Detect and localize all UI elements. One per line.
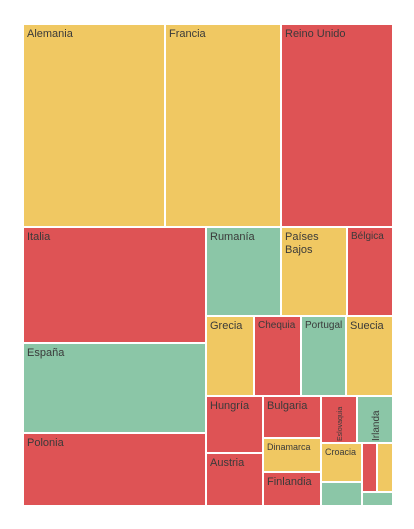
treemap-cell: Chequia bbox=[254, 316, 301, 396]
treemap-cell-label: Grecia bbox=[210, 320, 243, 332]
treemap-cell: Bulgaria bbox=[263, 396, 321, 438]
treemap-cell: Italia bbox=[23, 227, 206, 343]
treemap-cell-label: Bélgica bbox=[351, 231, 384, 242]
treemap-cell-label: Alemania bbox=[27, 28, 73, 40]
treemap-cell-label: Eslovaquia bbox=[337, 406, 344, 441]
treemap-cell-label: Hungría bbox=[210, 400, 250, 412]
treemap-cell-label: Reino Unido bbox=[285, 28, 346, 40]
treemap-cell-label: Dinamarca bbox=[267, 442, 311, 452]
treemap-cell-label: Rumanía bbox=[210, 231, 255, 243]
treemap-cell: Dinamarca bbox=[263, 438, 321, 472]
treemap-cell: Irlanda bbox=[357, 396, 393, 443]
treemap-cell bbox=[321, 482, 362, 506]
treemap-cell-label: España bbox=[27, 347, 65, 359]
treemap-cell: Bélgica bbox=[347, 227, 393, 316]
treemap-cell: Polonia bbox=[23, 433, 206, 506]
treemap-cell: Francia bbox=[165, 24, 281, 227]
treemap-cell-label: Bulgaria bbox=[267, 400, 308, 412]
treemap-cell: Rumanía bbox=[206, 227, 281, 316]
treemap-cell: Finlandia bbox=[263, 472, 321, 506]
treemap-cell: Eslovaquia bbox=[321, 396, 357, 443]
treemap-cell: Portugal bbox=[301, 316, 346, 396]
treemap-cell-label: Croacia bbox=[325, 447, 357, 457]
treemap-cell-label: Portugal bbox=[305, 320, 343, 331]
treemap-cell: Países Bajos bbox=[281, 227, 347, 316]
treemap-cell-label: Polonia bbox=[27, 437, 64, 449]
treemap-cell: Alemania bbox=[23, 24, 165, 227]
treemap-cell-label: Francia bbox=[169, 28, 206, 40]
treemap-cell bbox=[377, 443, 393, 492]
treemap-cell-label: Italia bbox=[27, 231, 51, 243]
treemap-cell bbox=[362, 443, 377, 492]
treemap-cell: España bbox=[23, 343, 206, 433]
treemap-cell-label: Chequia bbox=[258, 320, 296, 331]
treemap-cell: Croacia bbox=[321, 443, 362, 482]
treemap-cell: Hungría bbox=[206, 396, 263, 453]
treemap-cell-label: Finlandia bbox=[267, 476, 312, 488]
treemap-cell-label: Países Bajos bbox=[285, 231, 319, 257]
treemap-cell: Suecia bbox=[346, 316, 393, 396]
treemap-cell: Reino Unido bbox=[281, 24, 393, 227]
treemap-cell-label: Irlanda bbox=[371, 410, 382, 441]
treemap-cell: Grecia bbox=[206, 316, 254, 396]
treemap-cell bbox=[362, 492, 393, 506]
treemap-cell-label: Suecia bbox=[350, 320, 384, 332]
treemap-cell-label: Austria bbox=[210, 457, 245, 469]
treemap-cell: Austria bbox=[206, 453, 263, 506]
